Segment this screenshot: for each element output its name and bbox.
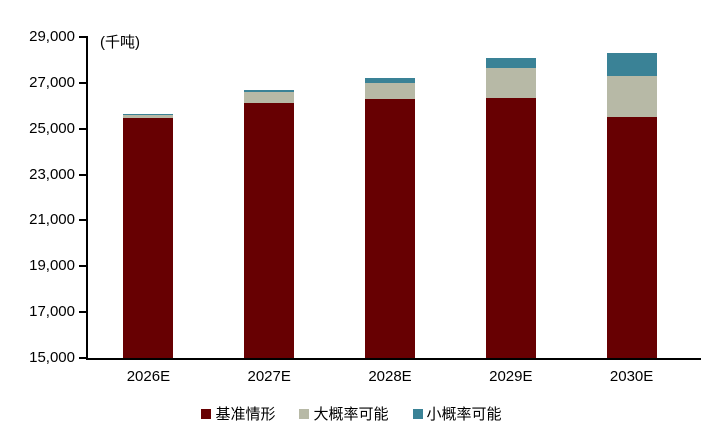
y-tick xyxy=(79,311,86,314)
y-tick-label: 17,000 xyxy=(29,303,75,321)
x-tick-label-2027E: 2027E xyxy=(247,368,291,385)
bar-segment-2027E-small xyxy=(244,89,295,93)
bar-segment-2028E-small xyxy=(365,78,415,83)
legend-item-base: 基准情形 xyxy=(201,403,275,424)
y-tick xyxy=(79,219,86,222)
bar-segment-2028E-likely xyxy=(365,82,415,99)
y-tick xyxy=(79,357,86,359)
bar-segment-2028E-base xyxy=(365,98,415,358)
x-tick-label-2029E: 2029E xyxy=(489,368,533,385)
legend: 基准情形 大概率可能 小概率可能 xyxy=(0,403,703,424)
bar-segment-2027E-base xyxy=(244,103,295,358)
x-axis-line xyxy=(86,358,701,360)
y-tick xyxy=(79,81,86,84)
x-tick-label-2030E: 2030E xyxy=(609,368,654,385)
legend-label-likely: 大概率可能 xyxy=(313,406,389,423)
bar-segment-2026E-base xyxy=(123,118,174,358)
y-tick xyxy=(79,36,86,38)
y-tick-label: 29,000 xyxy=(29,28,75,45)
y-tick xyxy=(79,173,86,176)
legend-label-base: 基准情形 xyxy=(215,406,276,423)
legend-swatch-likely xyxy=(299,408,310,419)
y-tick-label: 23,000 xyxy=(29,165,75,183)
bar-segment-2030E-small xyxy=(606,53,657,76)
bar-segment-2029E-small xyxy=(485,57,536,68)
y-axis-line xyxy=(86,36,88,360)
y-tick-label: 21,000 xyxy=(29,211,75,229)
legend-label-small: 小概率可能 xyxy=(426,406,502,423)
bar-segment-2026E-small xyxy=(123,113,174,115)
bar-segment-2027E-likely xyxy=(244,92,295,104)
x-tick-label-2026E: 2026E xyxy=(126,368,171,385)
legend-item-small: 小概率可能 xyxy=(412,403,502,424)
y-tick xyxy=(79,127,86,130)
bar-segment-2030E-likely xyxy=(606,75,657,118)
y-tick-label: 25,000 xyxy=(29,119,75,137)
y-tick xyxy=(79,265,86,268)
y-axis-unit-label: (千吨) xyxy=(100,34,140,51)
y-tick-label: 19,000 xyxy=(29,257,75,275)
legend-swatch-base xyxy=(201,408,212,419)
bar-segment-2030E-base xyxy=(606,117,657,358)
x-tick-label-2028E: 2028E xyxy=(368,368,412,385)
legend-item-likely: 大概率可能 xyxy=(299,403,389,424)
y-tick-label: 15,000 xyxy=(29,349,75,366)
bar-segment-2029E-base xyxy=(485,97,536,358)
legend-swatch-small xyxy=(412,408,423,419)
y-tick-label: 27,000 xyxy=(29,73,75,91)
bar-segment-2029E-likely xyxy=(485,67,536,98)
bar-segment-2026E-likely xyxy=(123,114,174,119)
